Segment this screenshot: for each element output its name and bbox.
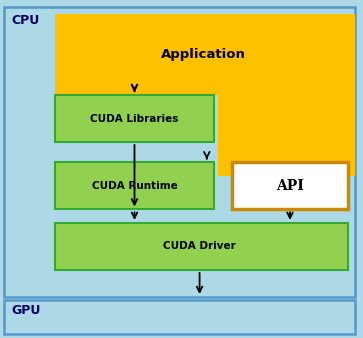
Bar (4, 7, 355, 297)
Bar (4, 300, 355, 334)
Text: CUDA Runtime: CUDA Runtime (91, 181, 178, 191)
Bar (55, 14, 355, 95)
Text: API: API (276, 179, 304, 193)
Text: CPU: CPU (12, 14, 40, 27)
Text: CUDA Driver: CUDA Driver (163, 241, 236, 251)
Bar (232, 162, 348, 210)
Bar (55, 95, 214, 142)
Bar (55, 223, 348, 270)
Bar (55, 162, 214, 210)
Bar (218, 95, 355, 176)
Text: GPU: GPU (12, 304, 41, 317)
Text: Application: Application (161, 48, 246, 61)
Text: CUDA Libraries: CUDA Libraries (90, 114, 179, 123)
